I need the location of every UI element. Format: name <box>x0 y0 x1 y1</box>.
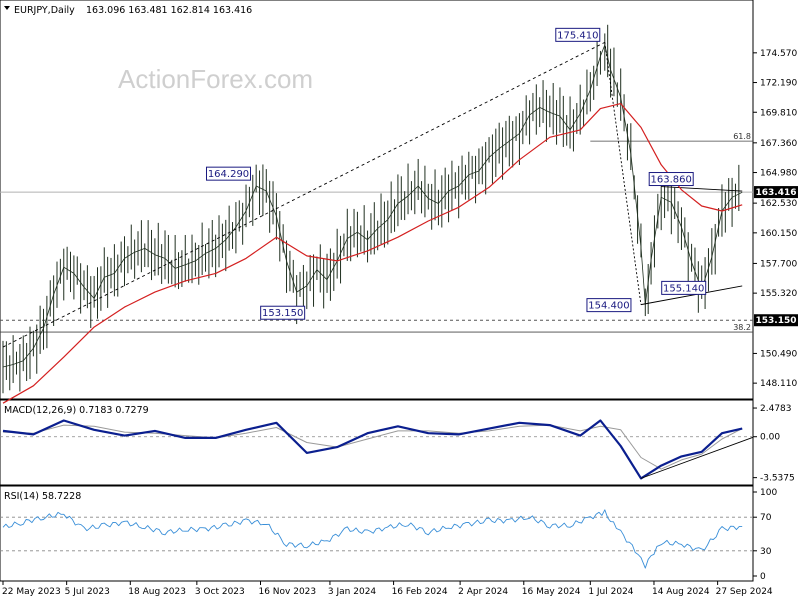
upper-triangle-line <box>661 186 743 192</box>
sma-line <box>2 103 743 404</box>
y-tick-label: 174.570 <box>760 49 797 59</box>
fib-level-label: 61.8 <box>733 132 751 141</box>
macd-tick-label: -3.5375 <box>760 474 795 484</box>
macd-panel-frame <box>0 399 754 486</box>
y-tick-label: 172.190 <box>760 79 797 89</box>
x-tick-label: 16 Feb 2024 <box>392 587 448 597</box>
y-tick-label: 160.150 <box>760 229 797 239</box>
rsi-line <box>2 509 743 569</box>
price-annotation-label: 153.150 <box>262 308 303 319</box>
rsi-tick-label: 0 <box>760 572 766 582</box>
rsi-title: RSI(14) 58.7228 <box>4 491 81 502</box>
y-tick-label: 155.320 <box>760 289 797 299</box>
x-tick-label: 3 Jan 2024 <box>328 587 376 597</box>
price-badge-label: 153.150 <box>756 316 797 326</box>
price-annotation-box <box>661 280 707 295</box>
x-tick-label: 18 Aug 2023 <box>128 587 186 597</box>
price-annotation-box <box>555 27 601 42</box>
dropdown-arrow-icon[interactable] <box>4 6 10 10</box>
y-tick-label: 150.490 <box>760 349 797 359</box>
price-line <box>2 44 743 368</box>
lower-triangle-line <box>640 285 743 306</box>
x-tick-label: 16 May 2024 <box>522 587 581 597</box>
price-annotation-label: 155.140 <box>663 283 704 294</box>
ohlc-label: 163.096 163.481 162.814 163.416 <box>86 5 252 16</box>
x-tick-label: 27 Sep 2024 <box>716 587 773 597</box>
y-tick-label: 148.110 <box>760 379 797 389</box>
price-annotation-label: 163.860 <box>651 175 692 186</box>
y-tick-label: 169.810 <box>760 108 797 118</box>
watermark: ActionForex.com <box>118 64 313 94</box>
rsi-tick-label: 70 <box>760 513 772 523</box>
rsi-tick-label: 100 <box>760 488 777 498</box>
x-tick-label: 5 Jul 2023 <box>65 587 110 597</box>
price-badge <box>754 314 798 327</box>
y-tick-label: 162.530 <box>760 199 797 209</box>
macd-title: MACD(12,26,9) 0.7183 0.7279 <box>4 405 149 416</box>
rsi-panel-frame <box>0 485 754 582</box>
macd-plot <box>0 419 754 480</box>
macd-trend-line <box>640 436 754 479</box>
axes: 174.570 172.190 169.810 167.360 164.980 162.5… <box>2 49 798 597</box>
macd-tick-label: 2.4783 <box>760 404 792 414</box>
rising-channel-line <box>2 41 605 348</box>
symbol-label: EURJPY,Daily <box>14 5 75 16</box>
price-annotation-box <box>205 166 251 181</box>
price-plot: 61.8 38.2 175.410 164.290 163.860 153.150 154.… <box>0 24 753 404</box>
price-annotation-label: 164.290 <box>208 169 249 180</box>
price-badge <box>754 186 798 199</box>
y-tick-label: 164.980 <box>760 169 797 179</box>
macd-line <box>2 419 743 480</box>
price-annotation-box <box>260 305 306 320</box>
price-annotation-box <box>586 298 632 313</box>
chart-header: EURJPY,Daily 163.096 163.481 162.814 163… <box>4 5 252 16</box>
fib-level-label: 38.2 <box>733 323 751 332</box>
price-annotation-box <box>648 172 694 187</box>
x-tick-label: 2 Apr 2024 <box>458 587 508 597</box>
price-panel-frame <box>0 0 754 400</box>
price-annotation-label: 175.410 <box>557 30 598 41</box>
x-tick-label: 1 Jul 2024 <box>588 587 633 597</box>
price-annotation-label: 154.400 <box>588 301 629 312</box>
x-tick-label: 22 May 2023 <box>2 587 61 597</box>
decline-line <box>604 42 642 305</box>
rsi-plot <box>0 509 753 569</box>
rsi-tick-label: 30 <box>760 547 772 557</box>
price-badge-label: 163.416 <box>756 188 797 198</box>
x-tick-label: 16 Nov 2023 <box>258 587 316 597</box>
y-tick-label: 157.700 <box>760 259 797 269</box>
x-tick-label: 3 Oct 2023 <box>195 587 245 597</box>
macd-tick-label: 0.00 <box>760 433 780 443</box>
y-tick-label: 167.360 <box>760 139 797 149</box>
x-tick-label: 14 Aug 2024 <box>652 587 710 597</box>
